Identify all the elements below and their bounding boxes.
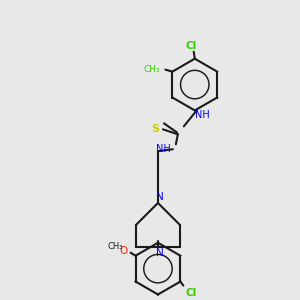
Text: Cl: Cl xyxy=(185,41,196,51)
Text: S: S xyxy=(151,124,159,134)
Text: N: N xyxy=(156,248,164,258)
Text: NH: NH xyxy=(156,144,171,154)
Text: CH₃: CH₃ xyxy=(144,65,160,74)
Text: NH: NH xyxy=(195,110,210,120)
Text: O: O xyxy=(119,246,128,256)
Text: CH₃: CH₃ xyxy=(107,242,123,251)
Text: N: N xyxy=(156,192,164,202)
Text: Cl: Cl xyxy=(185,287,197,298)
